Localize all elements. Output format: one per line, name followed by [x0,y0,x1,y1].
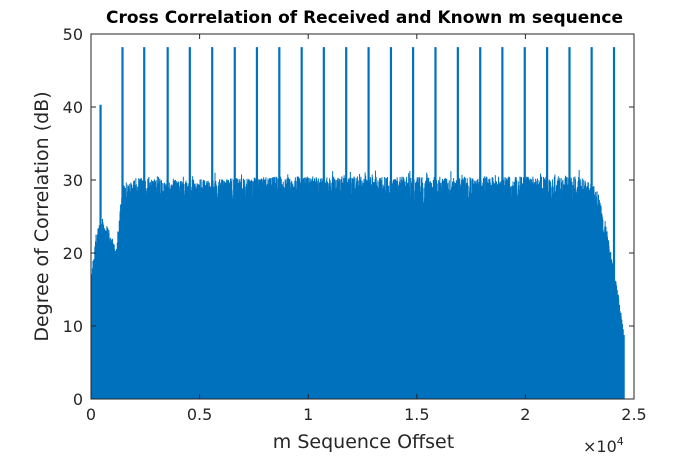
x-tick-label: 2 [520,405,530,424]
x-tick-label: 2.5 [621,405,646,424]
plot-frame [90,33,635,400]
x-axis-label: m Sequence Offset [273,431,454,453]
noise-body [91,216,625,399]
x-axis-exponent: ×104 [583,435,624,456]
y-axis-label: Degree of Correlation (dB) [31,91,53,341]
noise-bars [90,170,625,399]
x-tick-label: 0 [86,405,96,424]
y-tick-label: 10 [63,317,83,336]
y-tick-label: 40 [63,98,83,117]
y-tick-label: 50 [63,25,83,44]
peak-bars [99,47,616,399]
chart-title: Cross Correlation of Received and Known … [106,8,623,28]
x-axis-exponent-power: 4 [617,435,624,448]
x-axis-exponent-base: ×10 [583,437,617,456]
axis-ticks: 0 0.5 1 1.5 2 2.5 0 10 20 30 40 50 [63,25,647,424]
y-tick-label: 30 [63,171,83,190]
x-tick-label: 0.5 [187,405,212,424]
x-tick-label: 1 [303,405,313,424]
y-tick-label: 0 [73,390,83,409]
y-tick-label: 20 [63,244,83,263]
x-tick-label: 1.5 [404,405,429,424]
